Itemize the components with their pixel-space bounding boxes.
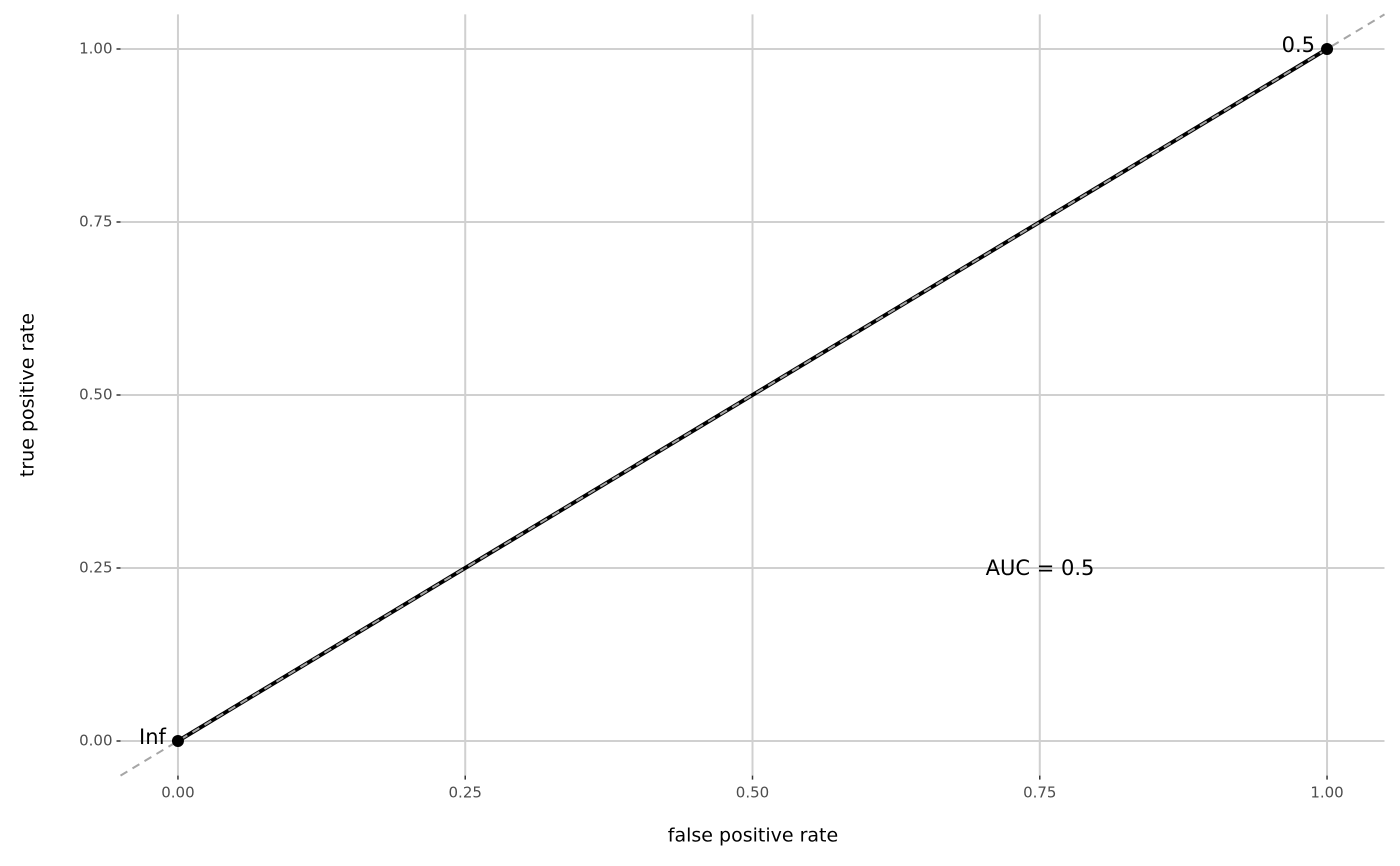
- point: [1321, 43, 1334, 55]
- annotation: AUC = 0.5: [986, 556, 1095, 580]
- x-tick-label: 0.00: [161, 784, 194, 802]
- y-tick-label: 0.25: [79, 559, 112, 577]
- y-tick-label: 1.00: [79, 40, 112, 58]
- reference-line: [119, 13, 1386, 777]
- y-axis-title: true positive rate: [17, 313, 39, 477]
- x-tick-label: 0.50: [736, 784, 769, 802]
- x-axis-title: false positive rate: [668, 825, 838, 847]
- roc-line: [176, 47, 1329, 743]
- point: [171, 735, 184, 747]
- x-tick-label: 0.75: [1023, 784, 1056, 802]
- y-tick-label: 0.50: [79, 386, 112, 404]
- point-label: Inf: [139, 725, 167, 749]
- x-tick-label: 0.25: [449, 784, 482, 802]
- y-tick-label: 0.00: [79, 732, 112, 750]
- point-label: 0.5: [1282, 33, 1315, 57]
- x-tick-label: 1.00: [1310, 784, 1343, 802]
- y-tick-label: 0.75: [79, 213, 112, 231]
